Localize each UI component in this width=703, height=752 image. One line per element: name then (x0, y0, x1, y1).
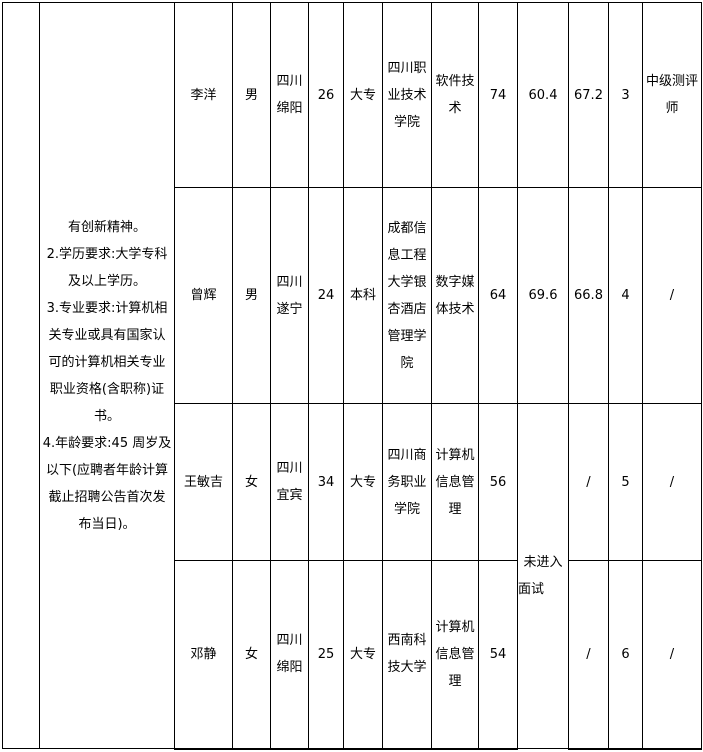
school-cell: 成都信息工程大学银杏酒店管理学院 (382, 187, 432, 404)
table-row: 曾辉 男 四川遂宁 24 本科 成都信息工程大学银杏酒店管理学院 数字媒体技术 … (3, 187, 702, 404)
gender-cell: 男 (232, 187, 271, 404)
gender-cell: 女 (232, 403, 271, 561)
certificate-note-cell: / (642, 187, 702, 404)
education-cell: 大专 (343, 403, 383, 561)
certificate-note-cell: / (642, 403, 702, 561)
major-cell: 软件技术 (431, 2, 479, 188)
age-cell: 25 (308, 560, 344, 750)
certificate-note-cell: 中级测评师 (642, 2, 702, 188)
interview-score-cell: 69.6 (517, 187, 569, 404)
written-score-cell: 74 (478, 2, 518, 188)
age-cell: 34 (308, 403, 344, 561)
origin-cell: 四川遂宁 (270, 187, 309, 404)
education-cell: 本科 (343, 187, 383, 404)
certificate-note-cell: / (642, 560, 702, 750)
table-row: 邓静 女 四川绵阳 25 大专 西南科技大学 计算机信息管理 54 / 6 / (3, 560, 702, 750)
total-score-cell: / (568, 560, 609, 750)
gender-cell: 男 (232, 2, 271, 188)
school-cell: 四川商务职业学院 (382, 403, 432, 561)
major-cell: 计算机信息管理 (431, 560, 479, 750)
interview-status-merged-cell: 未进入面试 (517, 403, 569, 749)
age-cell: 24 (308, 187, 344, 404)
applicant-name-cell: 王敏吉 (174, 403, 233, 561)
left-spacer-cell (2, 2, 40, 749)
origin-cell: 四川绵阳 (270, 560, 309, 750)
interview-score-cell: 60.4 (517, 2, 569, 188)
written-score-cell: 54 (478, 560, 518, 750)
total-score-cell: 67.2 (568, 2, 609, 188)
school-cell: 西南科技大学 (382, 560, 432, 750)
total-score-cell: / (568, 403, 609, 561)
applicant-name-cell: 李洋 (174, 2, 233, 188)
origin-cell: 四川宜宾 (270, 403, 309, 561)
school-cell: 四川职业技术学院 (382, 2, 432, 188)
education-cell: 大专 (343, 560, 383, 750)
major-cell: 计算机信息管理 (431, 403, 479, 561)
applicant-name-cell: 邓静 (174, 560, 233, 750)
education-cell: 大专 (343, 2, 383, 188)
written-score-cell: 56 (478, 403, 518, 561)
origin-cell: 四川绵阳 (270, 2, 309, 188)
age-cell: 26 (308, 2, 344, 188)
major-cell: 数字媒体技术 (431, 187, 479, 404)
position-requirements-cell: 有创新精神。 2.学历要求:大学专科 及以上学历。 3.专业要求:计算机相 关专… (39, 2, 175, 749)
rank-cell: 4 (608, 187, 643, 404)
gender-cell: 女 (232, 560, 271, 750)
rank-cell: 6 (608, 560, 643, 750)
rank-cell: 5 (608, 403, 643, 561)
rank-cell: 3 (608, 2, 643, 188)
applicant-name-cell: 曾辉 (174, 187, 233, 404)
total-score-cell: 66.8 (568, 187, 609, 404)
written-score-cell: 64 (478, 187, 518, 404)
